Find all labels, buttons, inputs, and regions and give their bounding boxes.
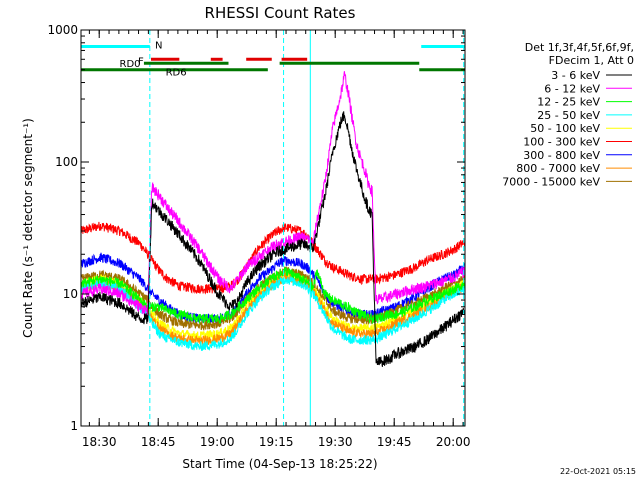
footer-date: 22-Oct-2021 05:15 — [560, 467, 636, 476]
chart-title: RHESSI Count Rates — [205, 4, 356, 22]
x-tick-label: 18:45 — [141, 435, 176, 449]
x-tick-label: 18:30 — [82, 435, 117, 449]
y-tick-label: 10 — [63, 287, 78, 301]
legend-header-line2: FDecim 1, Att 0 — [549, 54, 634, 67]
legend: Det 1f,3f,4f,5f,6f,9f, FDecim 1, Att 0 3… — [502, 41, 634, 188]
legend-entry-label: 100 - 300 keV — [523, 136, 600, 149]
y-tick-label: 1000 — [47, 23, 78, 37]
legend-entry-label: 800 - 7000 keV — [516, 162, 600, 175]
x-tick-label: 19:30 — [318, 435, 353, 449]
series-line — [80, 267, 466, 325]
legend-entry-label: 3 - 6 keV — [551, 69, 600, 82]
flag-label: RD6 — [166, 68, 187, 79]
legend-entry-label: 12 - 25 keV — [537, 96, 600, 109]
x-axis-label: Start Time (04-Sep-13 18:25:22) — [182, 457, 377, 471]
x-tick-label: 20:00 — [436, 435, 471, 449]
y-tick-label: 100 — [55, 155, 78, 169]
legend-entry-label: 300 - 800 keV — [523, 149, 600, 162]
legend-header-line1: Det 1f,3f,4f,5f,6f,9f, — [525, 41, 634, 54]
y-tick-label: 1 — [70, 419, 78, 433]
x-axis: 18:30 18:45 19:00 19:15 19:30 19:45 20:00 — [82, 30, 471, 449]
flag-label: F — [138, 56, 144, 67]
plot-frame — [80, 29, 466, 427]
y-axis-label: Count Rate (s⁻¹ detector segment⁻¹) — [21, 118, 35, 338]
x-tick-label: 19:00 — [200, 435, 235, 449]
legend-entry-label: 7000 - 15000 keV — [502, 175, 600, 188]
legend-entry-label: 50 - 100 keV — [530, 122, 600, 135]
series-line — [80, 221, 466, 295]
series-line — [80, 71, 466, 316]
y-axis: 1 10 100 1000 — [47, 23, 465, 433]
flag-label: N — [155, 40, 162, 51]
flag-label: RD0 — [120, 59, 141, 70]
series-line — [80, 111, 466, 367]
legend-entry-label: 6 - 12 keV — [544, 82, 600, 95]
x-tick-label: 19:15 — [259, 435, 294, 449]
legend-entry-label: 25 - 50 keV — [537, 109, 600, 122]
x-tick-label: 19:45 — [377, 435, 412, 449]
